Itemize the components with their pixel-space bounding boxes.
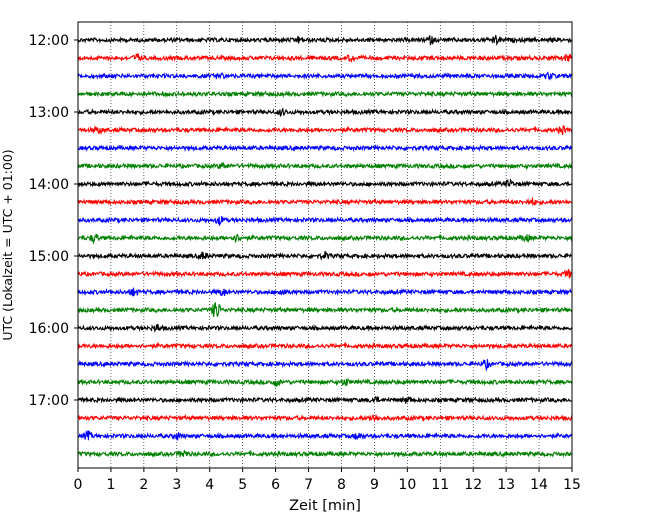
x-tick-label: 14 <box>530 477 548 493</box>
x-tick-label: 7 <box>304 477 313 493</box>
x-tick-label: 8 <box>337 477 346 493</box>
x-tick-label: 11 <box>431 477 449 493</box>
seismic-trace <box>77 53 573 63</box>
seismic-trace <box>77 268 573 279</box>
seismic-trace <box>77 178 573 189</box>
seismic-trace <box>77 215 573 227</box>
seismic-trace <box>77 34 573 47</box>
seismic-trace <box>77 197 573 207</box>
seismic-trace <box>77 358 573 372</box>
seismic-trace <box>77 323 573 334</box>
y-tick-label: 14:00 <box>29 177 69 193</box>
seismic-trace <box>77 71 573 81</box>
x-tick-label: 3 <box>172 477 181 493</box>
x-tick-label: 1 <box>106 477 115 493</box>
x-tick-label: 9 <box>370 477 379 493</box>
seismic-trace <box>77 413 573 423</box>
seismic-trace <box>77 107 573 118</box>
seismic-trace <box>77 144 573 153</box>
seismic-trace <box>77 302 573 317</box>
x-tick-label: 0 <box>74 477 83 493</box>
y-tick-label: 12:00 <box>29 33 69 49</box>
seismic-trace <box>77 287 573 297</box>
x-tick-label: 15 <box>563 477 581 493</box>
x-tick-label: 12 <box>464 477 482 493</box>
seismic-traces <box>77 34 573 458</box>
y-axis-label: UTC (Lokalzeit = UTC + 01:00) <box>0 149 15 340</box>
seismic-trace <box>77 125 572 136</box>
seismic-trace <box>77 395 573 405</box>
seismic-trace <box>77 162 573 171</box>
x-tick-label: 13 <box>497 477 515 493</box>
x-tick-label: 4 <box>205 477 214 493</box>
seismic-trace <box>77 449 573 458</box>
x-tick-label: 6 <box>271 477 280 493</box>
x-tick-label: 2 <box>139 477 148 493</box>
x-axis-ticks: 0 1 2 3 4 5 6 7 8 9 10 11 12 13 14 15 <box>74 468 581 493</box>
x-axis-label: Zeit [min] <box>289 498 361 514</box>
x-tick-label: 10 <box>398 477 416 493</box>
seismic-trace <box>77 377 573 388</box>
x-tick-label: 5 <box>238 477 247 493</box>
y-tick-label: 13:00 <box>29 105 69 121</box>
y-tick-label: 17:00 <box>29 393 69 409</box>
seismic-trace <box>77 341 573 350</box>
y-tick-label: 16:00 <box>29 321 69 337</box>
seismic-trace <box>77 233 573 245</box>
seismic-trace <box>77 429 573 441</box>
y-axis-ticks: 12:00 13:00 14:00 15:00 16:00 17:00 <box>29 33 78 409</box>
vertical-gridlines <box>110 22 540 468</box>
y-tick-label: 15:00 <box>29 249 69 265</box>
seismic-trace <box>77 250 573 262</box>
plot-frame <box>77 21 573 469</box>
seismic-trace <box>77 89 573 99</box>
